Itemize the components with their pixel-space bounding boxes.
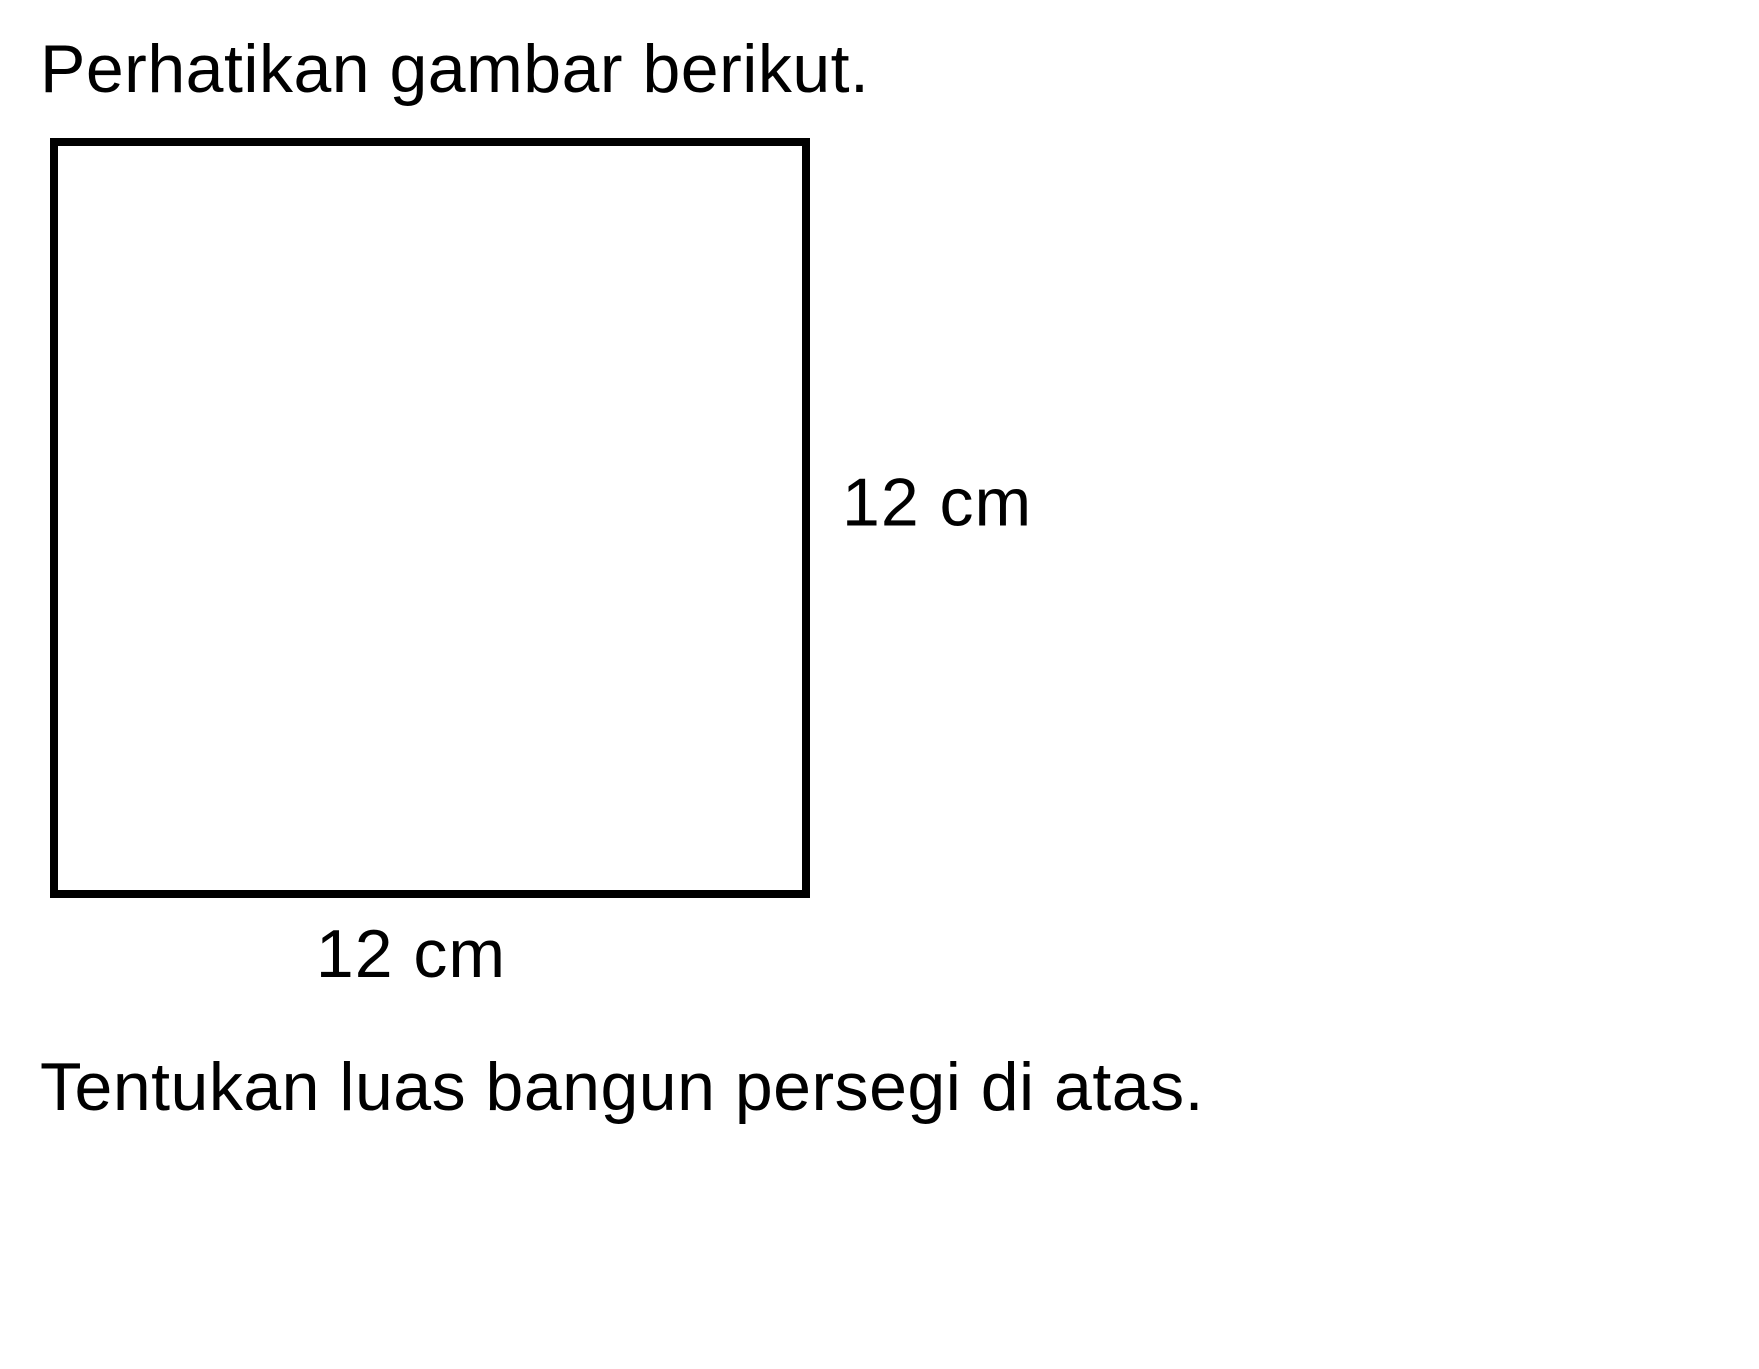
geometry-figure: 12 cm 12 cm xyxy=(50,138,1719,898)
bottom-side-label: 12 cm xyxy=(316,915,506,993)
instruction-text: Perhatikan gambar berikut. xyxy=(40,30,1719,108)
right-side-label: 12 cm xyxy=(842,463,1032,541)
question-text: Tentukan luas bangun persegi di atas. xyxy=(40,1048,1719,1126)
square-shape: 12 cm 12 cm xyxy=(50,138,810,898)
